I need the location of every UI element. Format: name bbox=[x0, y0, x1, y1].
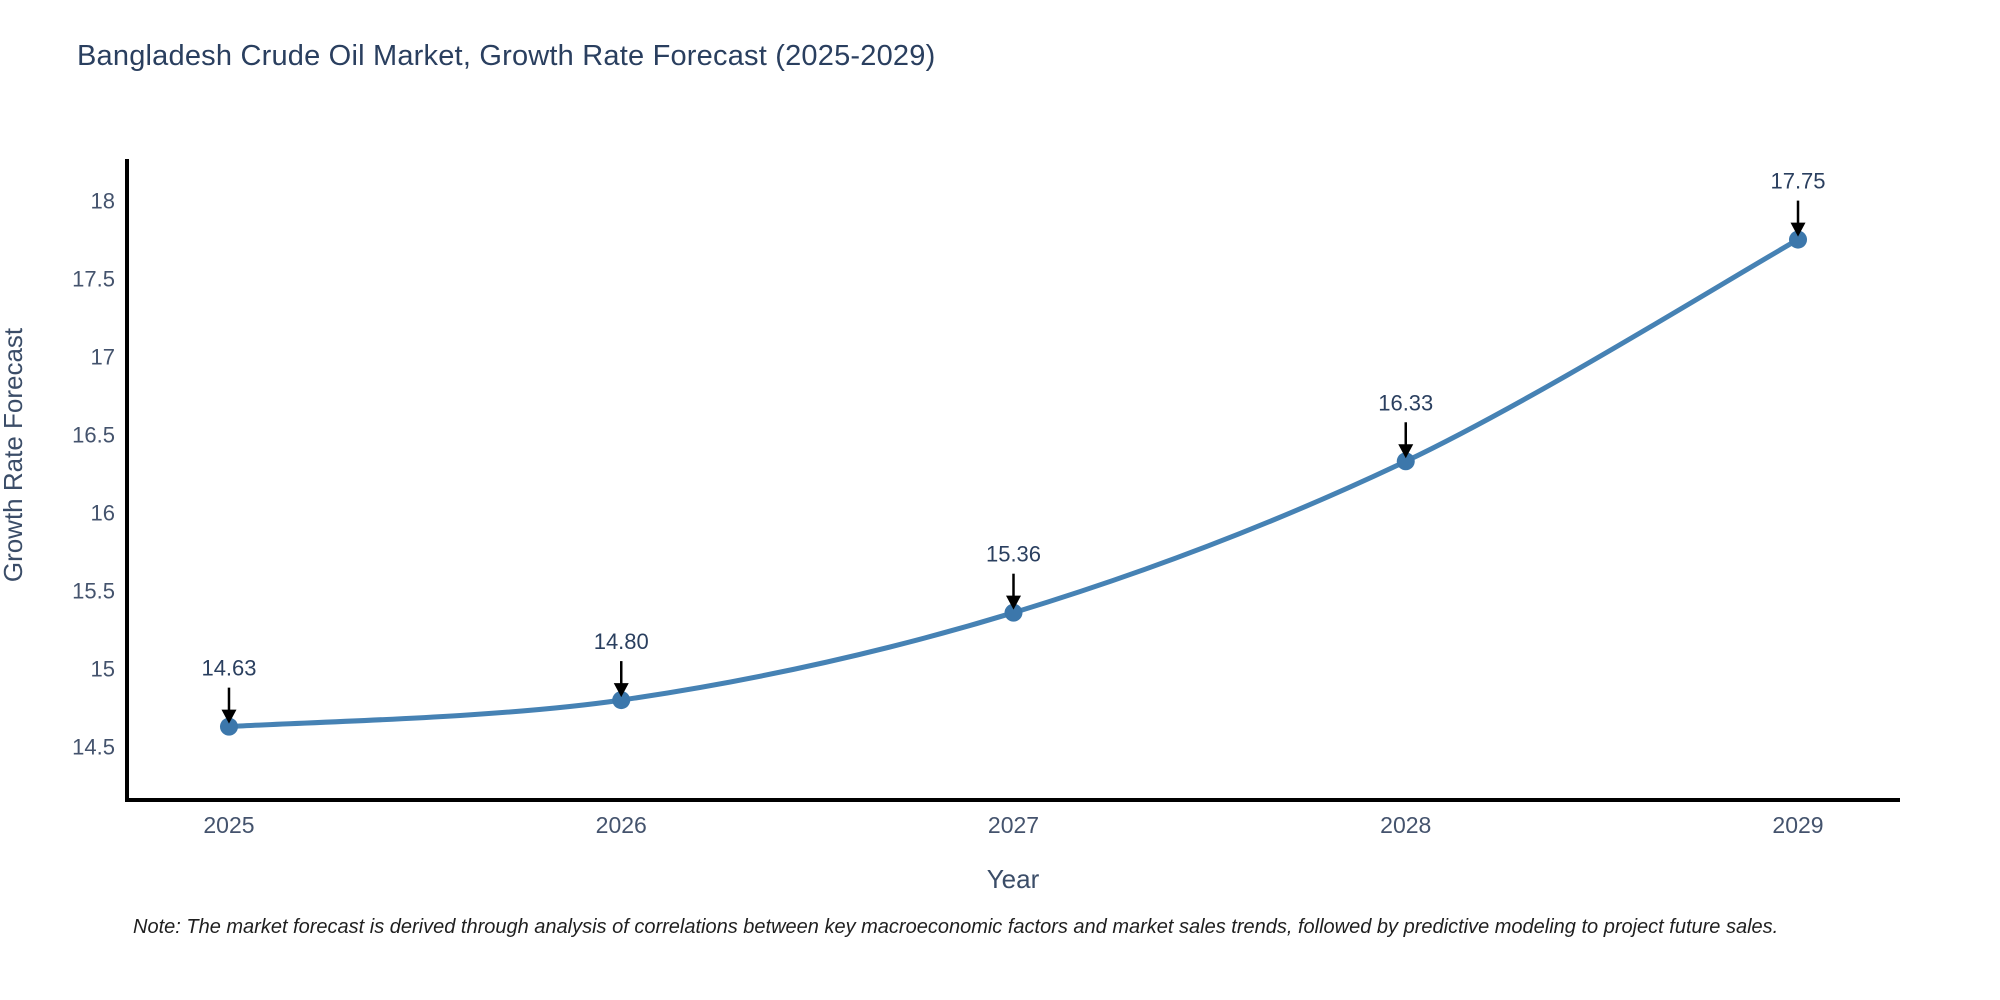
annotation-arrowhead bbox=[1790, 222, 1806, 237]
y-axis-title: Growth Rate Forecast bbox=[0, 327, 28, 582]
chart-title: Bangladesh Crude Oil Market, Growth Rate… bbox=[77, 40, 936, 72]
annotation-arrowhead bbox=[221, 709, 237, 724]
x-tick-label: 2029 bbox=[1772, 812, 1823, 838]
point-annotations: 14.63 14.80 15.36 16.33 17.75 bbox=[201, 169, 1826, 724]
y-tick-label: 18 bbox=[91, 188, 115, 213]
x-tick-label: 2028 bbox=[1380, 812, 1431, 838]
forecast-line bbox=[226, 237, 1801, 730]
x-tick-label: 2027 bbox=[988, 812, 1039, 838]
data-point-2028[interactable] bbox=[1396, 452, 1415, 471]
data-point-2029[interactable] bbox=[1789, 230, 1808, 249]
y-tick-label: 16.5 bbox=[72, 422, 115, 447]
x-tick-label: 2025 bbox=[203, 812, 254, 838]
annotation-arrowhead bbox=[1006, 595, 1021, 610]
y-tick-label: 16 bbox=[91, 500, 115, 525]
annotation-value: 17.75 bbox=[1770, 169, 1825, 194]
annotation-value: 16.33 bbox=[1378, 390, 1433, 415]
x-tick-labels: 2025 2026 2027 2028 2029 bbox=[203, 812, 1823, 838]
y-tick-label: 15 bbox=[91, 657, 115, 682]
footnote: Note: The market forecast is derived thr… bbox=[133, 916, 1779, 938]
forecast-series bbox=[219, 230, 1808, 736]
y-tick-label: 17.5 bbox=[72, 266, 115, 291]
x-axis-title: Year bbox=[987, 864, 1040, 894]
annotation-arrowhead bbox=[613, 683, 629, 698]
x-tick-label: 2026 bbox=[596, 812, 647, 838]
annotation-arrowhead bbox=[1398, 444, 1414, 459]
data-point-2025[interactable] bbox=[219, 717, 238, 736]
y-tick-label: 14.5 bbox=[72, 735, 115, 760]
y-tick-label: 15.5 bbox=[72, 579, 115, 604]
y-tick-labels: 14.5 15 15.5 16 16.5 17 17.5 18 bbox=[72, 188, 115, 759]
annotation-value: 14.63 bbox=[201, 656, 256, 681]
annotation-value: 15.36 bbox=[986, 542, 1041, 567]
data-point-2026[interactable] bbox=[612, 691, 631, 710]
annotation-value: 14.80 bbox=[594, 629, 649, 654]
y-tick-label: 17 bbox=[91, 344, 115, 369]
data-point-2027[interactable] bbox=[1004, 603, 1023, 622]
